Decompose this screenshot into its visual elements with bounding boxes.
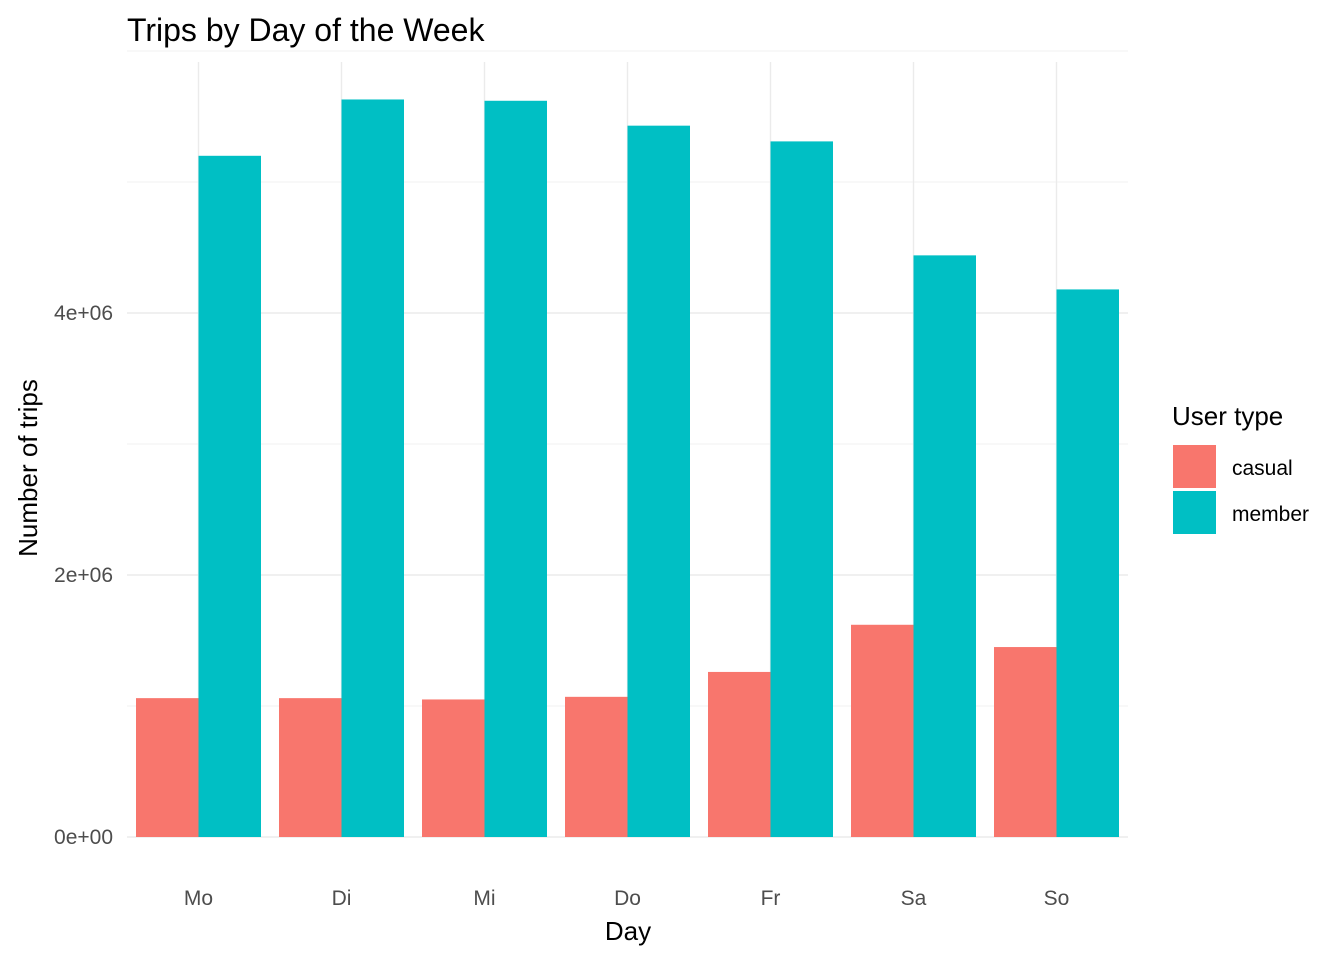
bars [136,99,1119,838]
bar-casual-Fr [708,671,771,837]
bar-casual-Sa [851,624,914,837]
x-tick-label: Do [614,887,641,910]
bar-casual-Do [565,696,628,837]
bar-member-Do [627,125,690,838]
bar-casual-Mi [422,699,485,837]
bar-casual-Di [279,698,342,837]
chart-title: Trips by Day of the Week [127,12,485,48]
y-axis-ticks: 0e+00 2e+06 4e+06 [54,302,113,849]
legend: User type casual member [1172,401,1309,534]
bar-member-Sa [913,255,976,838]
bar-casual-Mo [136,698,199,837]
x-tick-label: Fr [761,887,781,910]
x-tick-label: Di [332,887,352,910]
y-axis-title: Number of trips [13,379,43,557]
bar-member-Mo [198,155,261,838]
y-tick-label: 0e+00 [54,826,113,849]
bar-member-Mi [484,100,547,837]
legend-key-casual [1173,445,1216,488]
bar-member-So [1056,289,1119,837]
legend-label-member: member [1232,503,1309,526]
bar-member-Di [341,99,404,838]
legend-label-casual: casual [1232,457,1293,480]
y-tick-label: 2e+06 [54,564,113,587]
x-tick-label: Mo [184,887,213,910]
bar-casual-So [994,647,1057,837]
legend-title: User type [1172,401,1283,431]
bar-member-Fr [770,141,833,837]
legend-key-member [1173,491,1216,534]
x-axis-ticks: Mo Di Mi Do Fr Sa So [184,887,1069,910]
x-axis-title: Day [605,916,651,946]
x-tick-label: Mi [473,887,495,910]
y-tick-label: 4e+06 [54,302,113,325]
x-tick-label: So [1044,887,1070,910]
x-tick-label: Sa [901,887,927,910]
